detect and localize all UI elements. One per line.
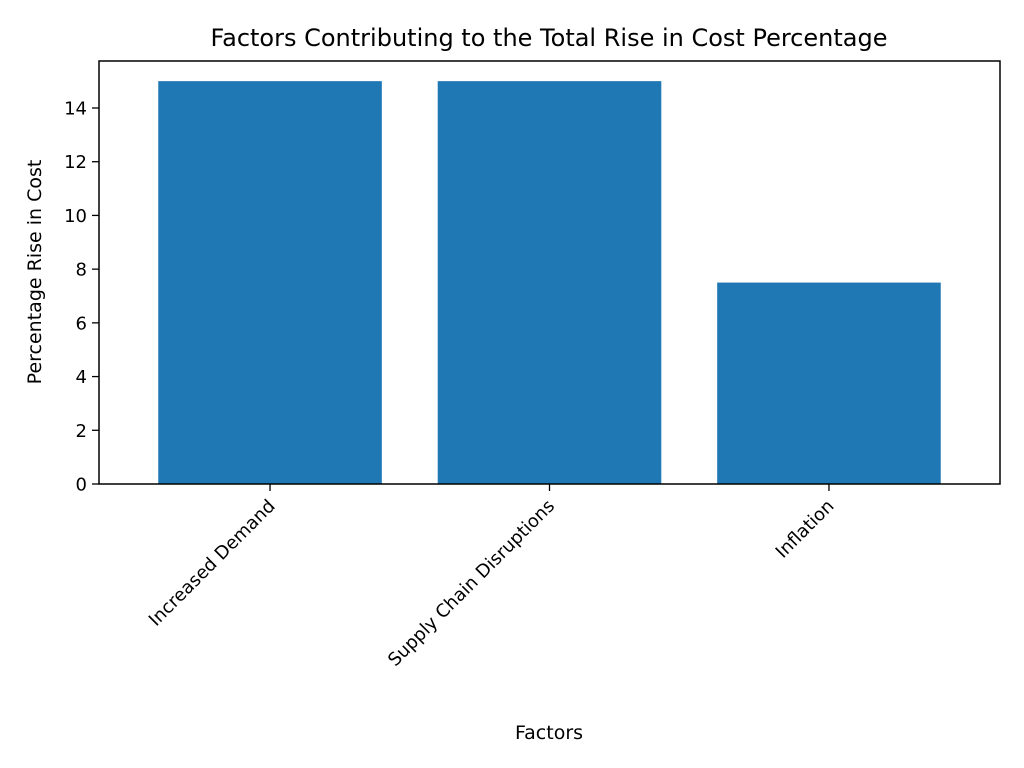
bar-increased-demand [158, 81, 382, 485]
x-tick-label: Inflation [772, 496, 839, 563]
x-tick-label: Increased Demand [145, 496, 280, 631]
x-tick-label: Supply Chain Disruptions [384, 496, 559, 671]
bars-group [158, 81, 941, 485]
bar-supply-chain-disruptions [437, 81, 662, 485]
y-tick-label: 8 [76, 260, 87, 281]
y-tick-label: 6 [76, 313, 87, 334]
bar-inflation [717, 282, 941, 484]
y-tick-label: 0 [76, 475, 87, 496]
y-tick-label: 10 [64, 206, 87, 227]
plot-frame [98, 60, 1001, 485]
y-axis-label: Percentage Rise in Cost [24, 160, 46, 385]
y-tick-label: 2 [76, 421, 87, 442]
x-axis-label: Factors [515, 722, 583, 744]
y-tick-label: 4 [76, 367, 87, 388]
y-tick-label: 12 [64, 152, 87, 173]
x-axis: Increased Demand Supply Chain Disruptions… [145, 484, 839, 671]
chart-title: Factors Contributing to the Total Rise i… [211, 24, 888, 52]
y-axis: 0 2 4 6 8 10 12 14 [64, 99, 99, 496]
y-tick-label: 14 [64, 99, 87, 120]
